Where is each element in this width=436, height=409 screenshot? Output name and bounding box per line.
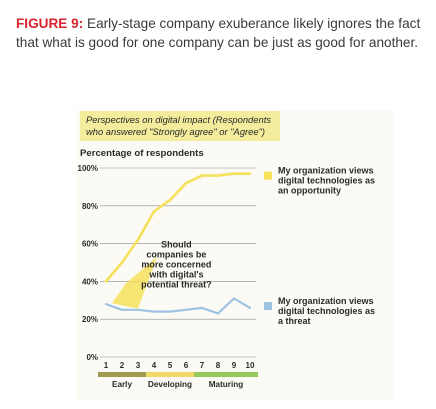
annotation-line-5: potential threat?	[141, 279, 212, 289]
legend-swatch-opportunity	[264, 171, 272, 180]
legend-label-opportunity-line-3: an opportunity	[278, 186, 341, 196]
annotation-line-1: Should	[161, 239, 192, 249]
x-tick-label-3: 3	[136, 361, 141, 370]
x-tick-label-9: 9	[232, 361, 237, 370]
annotation-line-2: companies be	[146, 249, 206, 259]
figure-caption-text: Early-stage company exuberance likely ig…	[16, 16, 421, 50]
stage-band-maturing	[194, 372, 258, 377]
legend-label-opportunity-line-1: My organization views	[278, 166, 374, 176]
figure-label: FIGURE 9:	[16, 16, 84, 31]
y-tick-label-20: 20%	[82, 315, 98, 324]
x-tick-label-5: 5	[168, 361, 173, 370]
legend-label-threat-line-1: My organization views	[278, 296, 374, 306]
y-tick-label-100: 100%	[78, 164, 98, 173]
series-layer	[104, 172, 252, 315]
series-line-opportunity	[104, 172, 252, 283]
annotation-pointer	[112, 256, 157, 309]
chart-panel	[76, 110, 394, 400]
stage-label-developing: Developing	[148, 380, 192, 389]
series-line-threat	[104, 297, 252, 315]
stage-label-maturing: Maturing	[209, 380, 244, 389]
stage-label-early: Early	[112, 380, 132, 389]
x-tick-label-1: 1	[104, 361, 109, 370]
annotation-line-4: with digital's	[148, 269, 203, 279]
figure-caption: FIGURE 9: Early-stage company exuberance…	[16, 14, 426, 52]
chart-title: Perspectives on digital impact (Responde…	[80, 111, 280, 141]
annotation-line-3: more concerned	[141, 259, 211, 269]
x-tick-label-4: 4	[152, 361, 157, 370]
x-tick-label-7: 7	[200, 361, 205, 370]
stage-band-early	[98, 372, 146, 377]
y-tick-label-80: 80%	[82, 202, 98, 211]
stage-layer: Early Developing Maturing	[98, 372, 258, 389]
y-tick-layer: 0% 20% 40% 60% 80% 100%	[78, 164, 98, 362]
legend-label-threat-line-2: digital technologies as	[278, 306, 375, 316]
y-tick-label-0: 0%	[86, 353, 98, 362]
y-axis-label: Percentage of respondents	[80, 148, 204, 159]
legend-swatch-threat	[264, 302, 272, 311]
x-tick-label-6: 6	[184, 361, 189, 370]
x-tick-layer: 1 2 3 4 5 6 7 8 9 10	[104, 361, 255, 370]
grid-layer	[100, 167, 256, 358]
x-tick-label-10: 10	[246, 361, 255, 370]
legend-label-threat-line-3: a threat	[278, 316, 311, 326]
x-tick-label-2: 2	[120, 361, 125, 370]
y-tick-label-40: 40%	[82, 277, 98, 286]
x-tick-label-8: 8	[216, 361, 221, 370]
legend-label-opportunity-line-2: digital technologies as	[278, 176, 375, 186]
y-tick-label-60: 60%	[82, 240, 98, 249]
stage-band-developing	[146, 372, 194, 377]
